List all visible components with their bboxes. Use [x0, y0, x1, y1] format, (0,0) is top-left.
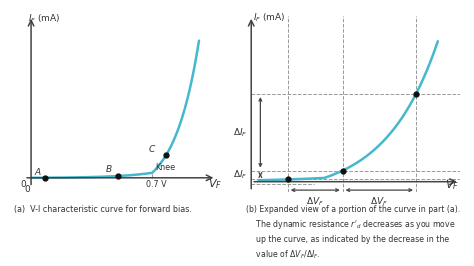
- Text: $V_F$: $V_F$: [208, 177, 222, 191]
- Text: $V_F$: $V_F$: [445, 178, 459, 192]
- Text: $\Delta V_F$: $\Delta V_F$: [370, 196, 388, 208]
- Text: C: C: [149, 146, 155, 154]
- Text: 0.7 V: 0.7 V: [146, 180, 167, 189]
- Text: (a)  V-I characteristic curve for forward bias.: (a) V-I characteristic curve for forward…: [14, 205, 192, 214]
- Text: 0: 0: [24, 185, 30, 194]
- Text: Knee: Knee: [155, 163, 175, 172]
- Text: $\Delta V_F$: $\Delta V_F$: [306, 196, 324, 208]
- Text: A: A: [35, 168, 41, 177]
- Text: $\Delta I_F$: $\Delta I_F$: [233, 169, 247, 181]
- Text: B: B: [106, 165, 112, 174]
- Text: 0: 0: [21, 180, 27, 189]
- Text: $I_F$ (mA): $I_F$ (mA): [27, 13, 60, 25]
- Text: $\Delta I_F$: $\Delta I_F$: [233, 126, 247, 139]
- Text: (b) Expanded view of a portion of the curve in part (a).
    The dynamic resista: (b) Expanded view of a portion of the cu…: [246, 205, 461, 261]
- Text: $I_F$ (mA): $I_F$ (mA): [253, 11, 286, 24]
